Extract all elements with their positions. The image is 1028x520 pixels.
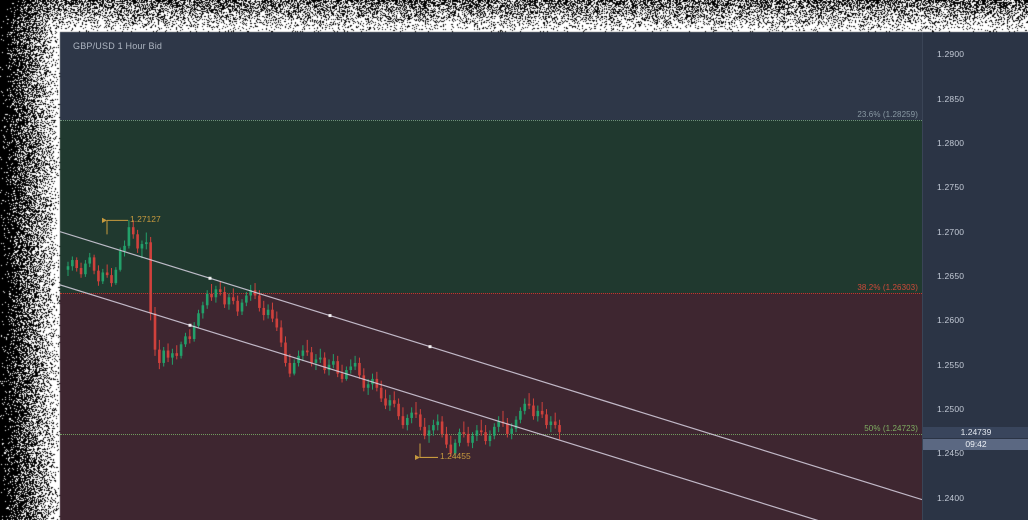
price-tick: 1.2550	[937, 359, 965, 370]
price-tick: 1.2700	[937, 226, 965, 237]
swing-high-annotation: 1.27127	[130, 214, 161, 225]
trend-channel-lines[interactable]	[60, 32, 922, 520]
fib-level-382-label: 38.2% (1.26303)	[857, 283, 918, 293]
price-tick: 1.2450	[937, 448, 965, 459]
swing-low-annotation: 1.24455	[440, 451, 471, 462]
fib-level-50-label: 50% (1.24723)	[864, 423, 918, 433]
price-tick: 1.2600	[937, 315, 965, 326]
price-tick: 1.2850	[937, 93, 965, 104]
price-plot-area[interactable]: 23.6% (1.28259) 38.2% (1.26303) 50% (1.2…	[60, 32, 922, 520]
price-axis[interactable]: 1.24739 09:42 1.2900 1.2850 1.2800 1.2750 1.…	[922, 32, 1028, 520]
fib-level-236-label: 23.6% (1.28259)	[857, 109, 918, 119]
price-tick: 1.2900	[937, 49, 965, 60]
price-tick: 1.2650	[937, 271, 965, 281]
chart-window[interactable]: 23.6% (1.28259) 38.2% (1.26303) 50% (1.2…	[60, 32, 1028, 520]
current-price-badge: 1.24739	[923, 427, 1028, 439]
price-tick: 1.2800	[937, 137, 965, 148]
price-tick: 1.2750	[937, 182, 965, 193]
price-tick: 1.2400	[937, 492, 965, 503]
chart-title: GBP/USD 1 Hour Bid	[73, 41, 163, 51]
price-tick: 1.2500	[937, 404, 965, 415]
